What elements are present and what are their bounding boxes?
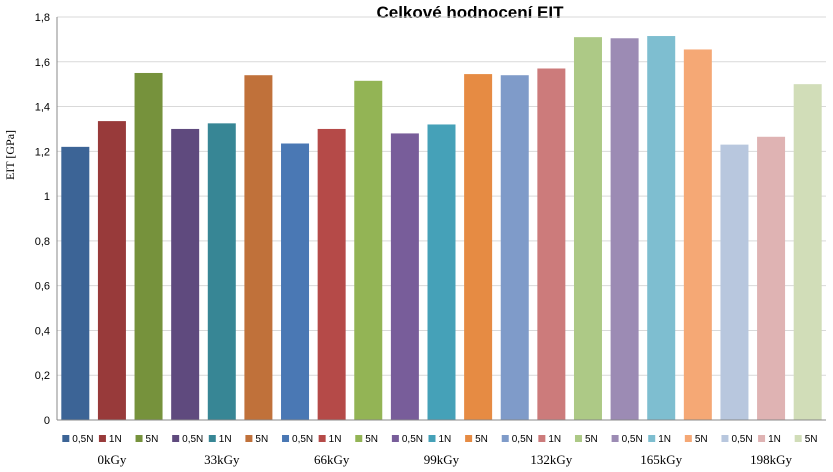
y-tick-labels: 0 0,2 0,4 0,6 0,8 1 1,2 1,4 1,6 1,8 xyxy=(35,12,50,427)
legend-entry-label: 0,5N xyxy=(292,434,313,445)
group-label: 99kGy xyxy=(424,452,460,467)
legend-entry-label: 0,5N xyxy=(622,434,643,445)
bar-198kGy-0-5N xyxy=(720,144,749,420)
group-label: 33kGy xyxy=(204,452,240,467)
y-tick-label: 0 xyxy=(44,415,50,427)
legend-swatch xyxy=(501,435,509,442)
bar-198kGy-5N xyxy=(793,84,822,421)
y-tick-label: 1,2 xyxy=(35,146,50,158)
legend-entry-label: 1N xyxy=(109,434,122,445)
legend-entry-label: 5N xyxy=(805,434,818,445)
bar-0kGy-0-5N xyxy=(61,146,90,420)
legend-swatch xyxy=(318,435,326,442)
y-tick-label: 1,4 xyxy=(35,102,50,114)
bar-66kGy-1N xyxy=(317,128,346,420)
bar-33kGy-1N xyxy=(207,123,236,420)
legend-swatch xyxy=(282,435,290,442)
legend-entry-label: 1N xyxy=(219,434,232,445)
y-tick-label: 1,8 xyxy=(35,12,50,24)
bar-0kGy-5N xyxy=(134,72,163,420)
legend-swatch xyxy=(721,435,729,442)
group-labels: 0kGy 33kGy 66kGy 99kGy 132kGy 165kGy 198kGy xyxy=(97,452,792,467)
legend-entry-label: 5N xyxy=(146,434,159,445)
bar-66kGy-5N xyxy=(354,80,383,420)
legend-swatch xyxy=(62,435,70,442)
legend-swatch xyxy=(391,435,399,442)
legend-entry-label: 5N xyxy=(255,434,268,445)
group-label: 165kGy xyxy=(640,452,682,467)
legend-swatch xyxy=(245,435,253,442)
bars xyxy=(61,36,822,421)
y-tick-label: 0,2 xyxy=(35,370,50,382)
bar-165kGy-0-5N xyxy=(610,38,639,421)
bar-33kGy-5N xyxy=(244,75,273,420)
legend-swatch xyxy=(465,435,473,442)
legend-entry-label: 0,5N xyxy=(731,434,752,445)
legend-entry-label: 1N xyxy=(439,434,452,445)
bar-132kGy-5N xyxy=(573,37,602,421)
chart-title: Celkové hodnocení EIT xyxy=(376,3,564,22)
legend-entry-label: 5N xyxy=(365,434,378,445)
legend-swatch xyxy=(758,435,766,442)
legend-entry-label: 1N xyxy=(658,434,671,445)
y-tick-label: 0,4 xyxy=(35,325,50,337)
y-tick-label: 1 xyxy=(44,191,50,203)
legend-swatch xyxy=(135,435,143,442)
group-label: 0kGy xyxy=(97,452,126,467)
legend-entry-label: 5N xyxy=(475,434,488,445)
y-tick-label: 1,6 xyxy=(35,57,50,69)
group-label: 66kGy xyxy=(314,452,350,467)
legend-entry-label: 0,5N xyxy=(402,434,423,445)
legend: 0,5N 1N 5N 0,5N 1N 5N 0,5N 1N 5N 0,5N 1N 5N 0,5N 1N 5N… xyxy=(62,434,817,445)
bar-33kGy-0-5N xyxy=(171,128,200,420)
bar-99kGy-5N xyxy=(464,74,493,420)
legend-swatch xyxy=(428,435,436,442)
legend-swatch xyxy=(172,435,180,442)
bar-165kGy-5N xyxy=(683,49,712,420)
legend-swatch xyxy=(355,435,363,442)
legend-entry-label: 1N xyxy=(548,434,561,445)
group-label: 132kGy xyxy=(530,452,572,467)
bar-99kGy-1N xyxy=(427,124,456,420)
legend-entry-label: 5N xyxy=(695,434,708,445)
legend-swatch xyxy=(611,435,619,442)
legend-entry-label: 0,5N xyxy=(72,434,93,445)
legend-entry-label: 1N xyxy=(329,434,342,445)
legend-entry-label: 5N xyxy=(585,434,598,445)
legend-swatch xyxy=(684,435,692,442)
y-tick-label: 0,6 xyxy=(35,281,50,293)
legend-swatch xyxy=(98,435,106,442)
legend-entry-label: 1N xyxy=(768,434,781,445)
legend-entry-label: 0,5N xyxy=(182,434,203,445)
group-label: 198kGy xyxy=(750,452,792,467)
legend-swatch xyxy=(208,435,216,442)
legend-swatch xyxy=(538,435,546,442)
bar-99kGy-0-5N xyxy=(390,133,419,420)
y-tick-label: 0,8 xyxy=(35,236,50,248)
legend-swatch xyxy=(574,435,582,442)
bar-132kGy-1N xyxy=(537,68,566,420)
legend-swatch xyxy=(794,435,802,442)
bar-165kGy-1N xyxy=(647,36,676,421)
bar-0kGy-1N xyxy=(97,121,126,420)
bar-198kGy-1N xyxy=(757,136,786,420)
bar-66kGy-0-5N xyxy=(281,143,310,420)
legend-entry-label: 0,5N xyxy=(512,434,533,445)
bar-132kGy-0-5N xyxy=(500,75,529,420)
y-axis-label: EIT [GPa] xyxy=(3,130,17,180)
legend-swatch xyxy=(648,435,656,442)
